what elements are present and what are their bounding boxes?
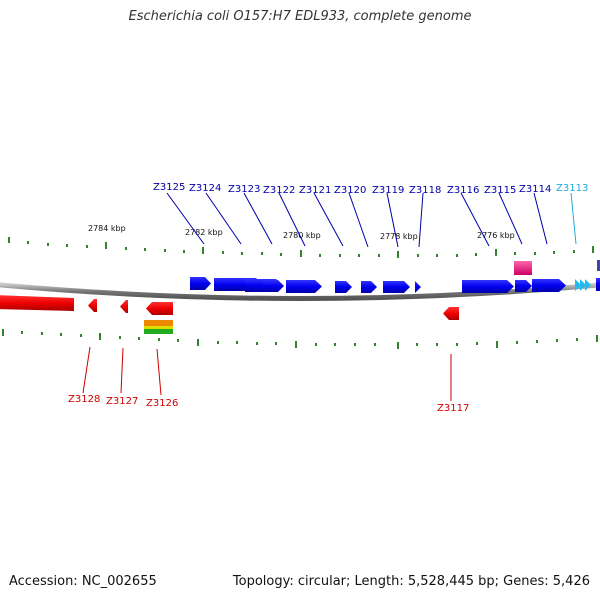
gene-z3122-arrow[interactable] xyxy=(263,280,284,292)
gene-z3121-arrow[interactable] xyxy=(286,280,322,293)
genome-summary-text: Topology: circular; Length: 5,528,445 bp… xyxy=(232,574,590,589)
forward-gene-leaders xyxy=(166,192,577,248)
reverse-gene-leaders xyxy=(82,346,452,401)
scale-labels: 2784 kbp 2782 kbp 2780 kbp 2778 kbp 2776… xyxy=(88,224,515,241)
scale-label: 2780 kbp xyxy=(283,231,321,240)
lower-tick-marks xyxy=(2,329,598,349)
gene-label-z3123[interactable]: Z3123 xyxy=(228,184,260,195)
gene-label-z3121[interactable]: Z3121 xyxy=(299,185,331,196)
scale-label: 2776 kbp xyxy=(477,231,515,240)
gene-label-z3115[interactable]: Z3115 xyxy=(484,185,516,196)
gene-z3114-arrow[interactable] xyxy=(532,279,566,292)
gene-z3116-arrow[interactable] xyxy=(462,280,514,293)
gene-label-z3119[interactable]: Z3119 xyxy=(372,185,404,196)
accession-text: Accession: NC_002655 xyxy=(9,574,157,589)
gene-edge-block[interactable] xyxy=(596,278,600,291)
gene-edge-block-small[interactable] xyxy=(597,260,600,271)
gene-label-z3120[interactable]: Z3120 xyxy=(334,185,366,196)
gene-label-z3117[interactable]: Z3117 xyxy=(437,403,469,414)
gene-label-z3126[interactable]: Z3126 xyxy=(146,398,178,409)
scale-label: 2778 kbp xyxy=(380,232,418,241)
reverse-gene-labels: Z3128 Z3127 Z3126 Z3117 xyxy=(68,394,469,414)
gene-z3128-arrow[interactable] xyxy=(0,295,74,311)
gene-z3127-arrow[interactable] xyxy=(88,299,97,312)
gene-label-z3127[interactable]: Z3127 xyxy=(106,396,138,407)
gene-label-z3114[interactable]: Z3114 xyxy=(519,184,551,195)
upper-tick-marks xyxy=(8,237,594,258)
gene-label-z3122[interactable]: Z3122 xyxy=(263,185,295,196)
gene-small-arrow[interactable] xyxy=(415,281,421,293)
gene-label-z3113[interactable]: Z3113 xyxy=(556,183,588,194)
gene-label-z3125[interactable]: Z3125 xyxy=(153,182,185,193)
gene-label-z3124[interactable]: Z3124 xyxy=(189,183,221,194)
gene-z3120-arrow[interactable] xyxy=(335,281,352,293)
reverse-strand-genes xyxy=(0,295,459,320)
orange-feature[interactable] xyxy=(144,320,173,326)
map-title: Escherichia coli O157:H7 EDL933, complet… xyxy=(128,9,472,24)
gene-label-z3118[interactable]: Z3118 xyxy=(409,185,441,196)
gene-z3118-arrow[interactable] xyxy=(383,281,410,293)
pink-feature[interactable] xyxy=(514,261,532,275)
scale-label: 2782 kbp xyxy=(185,228,223,237)
gene-label-z3116[interactable]: Z3116 xyxy=(447,185,479,196)
annotation-bars xyxy=(144,320,173,334)
yellow-feature[interactable] xyxy=(144,326,173,329)
gene-z3126b-arrow[interactable] xyxy=(146,302,173,315)
gene-z3113-arrow[interactable] xyxy=(575,279,591,291)
green-feature[interactable] xyxy=(144,329,173,334)
gene-z3115-arrow[interactable] xyxy=(515,280,532,292)
gene-z3125-arrow[interactable] xyxy=(190,277,211,290)
forward-strand-genes xyxy=(190,260,600,293)
forward-gene-labels: Z3125 Z3124 Z3123 Z3122 Z3121 Z3120 Z311… xyxy=(153,182,588,196)
gene-z3117-arrow[interactable] xyxy=(443,307,459,320)
gene-z3126-arrow[interactable] xyxy=(120,300,128,313)
gene-label-z3128[interactable]: Z3128 xyxy=(68,394,100,405)
scale-label: 2784 kbp xyxy=(88,224,126,233)
gene-z3119-arrow[interactable] xyxy=(361,281,377,293)
